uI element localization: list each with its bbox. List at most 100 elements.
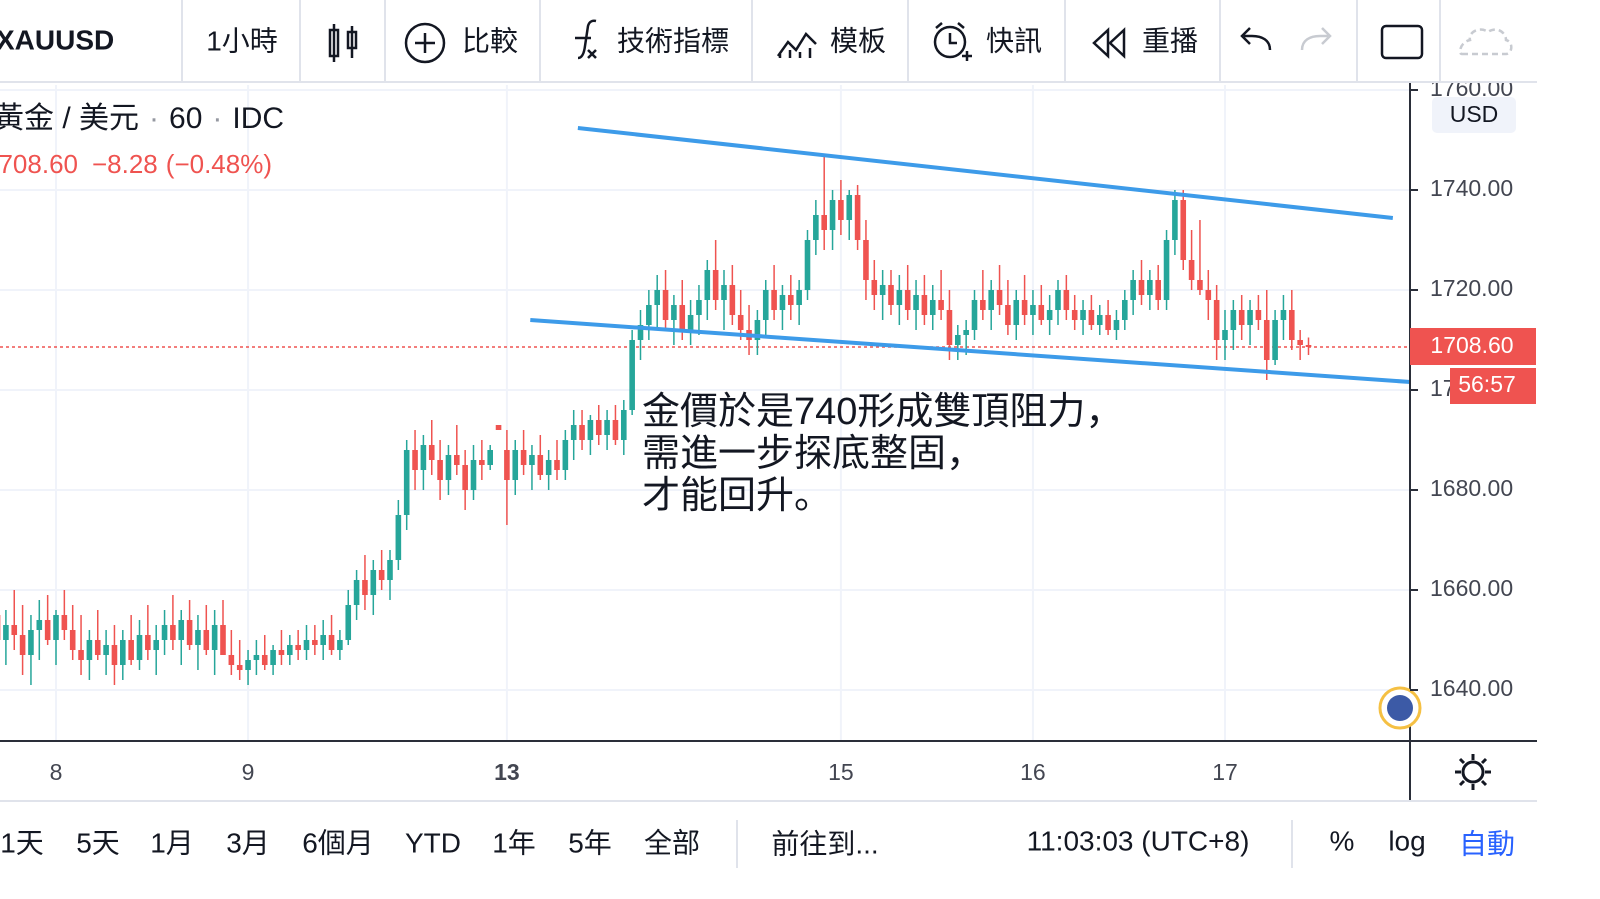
candle-body bbox=[69, 630, 76, 650]
countdown-badge bbox=[1450, 368, 1536, 404]
trend-line bbox=[530, 318, 1411, 384]
candle-body bbox=[136, 635, 143, 660]
candle-body bbox=[487, 450, 493, 465]
candle-body bbox=[1238, 310, 1245, 325]
toolbar-item[interactable]: 1小時 bbox=[206, 25, 278, 56]
candle-body bbox=[612, 420, 619, 440]
candle-body bbox=[495, 425, 502, 430]
candle-body bbox=[1005, 305, 1011, 325]
candle-body bbox=[328, 635, 335, 650]
toolbar-item[interactable]: 快訊 bbox=[986, 25, 1042, 56]
range-button[interactable]: 5年 bbox=[568, 827, 612, 858]
candle-body bbox=[353, 580, 360, 605]
percent-toggle[interactable]: % bbox=[1330, 825, 1355, 856]
toolbar: XAUUSD 1小時 比較 技術指標 模板 快訊 重播 bbox=[0, 0, 1600, 83]
symbol[interactable]: XAUUSD bbox=[0, 24, 114, 55]
range-button[interactable]: 6個月 bbox=[302, 827, 374, 858]
candle-body bbox=[512, 450, 519, 480]
price-legend: 1708.60 −8.28 (−0.48%) bbox=[0, 149, 272, 179]
candle-body bbox=[1180, 200, 1187, 260]
candle-body bbox=[804, 240, 811, 290]
candle-body bbox=[980, 300, 986, 310]
candle-body bbox=[1297, 340, 1303, 345]
candle-body bbox=[111, 645, 118, 665]
annotation: 才能回升。 bbox=[642, 475, 832, 517]
candle-body bbox=[303, 640, 310, 650]
candle-body bbox=[604, 420, 610, 435]
candle-body bbox=[621, 410, 627, 440]
candle-body bbox=[838, 200, 844, 220]
candle-body bbox=[971, 300, 978, 330]
range-button[interactable]: 1月 bbox=[150, 827, 194, 858]
candle-body bbox=[595, 420, 602, 435]
currency-badge bbox=[1432, 97, 1516, 133]
candle-body bbox=[1096, 315, 1103, 325]
candle-body bbox=[1305, 345, 1312, 347]
candle-body bbox=[1105, 315, 1111, 330]
log-toggle[interactable]: log bbox=[1388, 825, 1425, 856]
y-tick-label: 1660.00 bbox=[1430, 575, 1513, 601]
candle-body bbox=[211, 625, 218, 650]
range-button[interactable]: 3月 bbox=[226, 827, 270, 858]
candle-body bbox=[829, 200, 836, 230]
candle-body bbox=[963, 330, 969, 335]
toolbar-item[interactable]: 重播 bbox=[1142, 25, 1198, 56]
settings-icon[interactable] bbox=[1455, 754, 1491, 790]
auto-toggle[interactable]: 自動 bbox=[1459, 828, 1515, 859]
candle-body bbox=[654, 290, 660, 305]
countdown: 56:57 bbox=[1458, 371, 1516, 397]
candle-body bbox=[629, 340, 635, 410]
candle-body bbox=[395, 515, 402, 560]
trend-line bbox=[577, 126, 1394, 220]
separators bbox=[181, 0, 1441, 82]
last-price-label: 1708.60 bbox=[1430, 332, 1513, 358]
candle-body bbox=[270, 650, 276, 665]
candle-body bbox=[19, 635, 26, 655]
candle-body bbox=[94, 640, 101, 655]
candle-body bbox=[61, 615, 68, 630]
candle-body bbox=[1188, 260, 1195, 280]
candle-body bbox=[1163, 240, 1170, 300]
candle-body bbox=[445, 455, 452, 480]
candle-body bbox=[762, 290, 769, 320]
candle-body bbox=[470, 460, 477, 490]
clock[interactable]: 11:03:03 (UTC+8) bbox=[1027, 825, 1250, 856]
candle-body bbox=[337, 640, 343, 650]
x-tick-label: 13 bbox=[494, 759, 520, 785]
toolbar-item[interactable]: 比較 bbox=[462, 25, 518, 56]
candle-body bbox=[1230, 310, 1237, 330]
candle-body bbox=[362, 580, 368, 595]
toolbar-item[interactable]: 模板 bbox=[830, 25, 886, 56]
candle-body bbox=[637, 325, 644, 340]
goto[interactable]: 前往到... bbox=[771, 828, 878, 859]
candle-body bbox=[1205, 290, 1212, 300]
range-button[interactable]: YTD bbox=[405, 827, 461, 858]
candle-body bbox=[378, 570, 385, 580]
candle-body bbox=[36, 620, 43, 630]
candle-body bbox=[1280, 310, 1287, 320]
candle-body bbox=[128, 640, 134, 660]
candle-body bbox=[161, 625, 168, 640]
range-button[interactable]: 5天 bbox=[76, 827, 120, 858]
toolbar-item[interactable]: 技術指標 bbox=[617, 25, 729, 56]
candle-body bbox=[186, 620, 193, 645]
range-button[interactable]: 1天 bbox=[0, 827, 44, 858]
candle-body bbox=[1055, 290, 1061, 310]
candle-body bbox=[955, 335, 961, 345]
y-tick-label: 1640.00 bbox=[1430, 675, 1513, 701]
candle-body bbox=[253, 655, 260, 660]
candle-body bbox=[796, 290, 802, 305]
candle-body bbox=[545, 460, 552, 475]
candle-body bbox=[320, 635, 326, 645]
range-button[interactable]: 全部 bbox=[644, 827, 700, 858]
range-button[interactable]: 1年 bbox=[492, 827, 536, 858]
candle-body bbox=[44, 620, 51, 640]
candle-body bbox=[278, 650, 285, 655]
candle-body bbox=[220, 625, 226, 655]
instrument-legend: 黃金 / 美元 · 60 · IDC bbox=[0, 102, 284, 135]
annotation: 金價於是740形成雙頂阻力， bbox=[642, 391, 1123, 433]
legend-part: 60 bbox=[169, 102, 202, 135]
candle-body bbox=[387, 560, 393, 580]
